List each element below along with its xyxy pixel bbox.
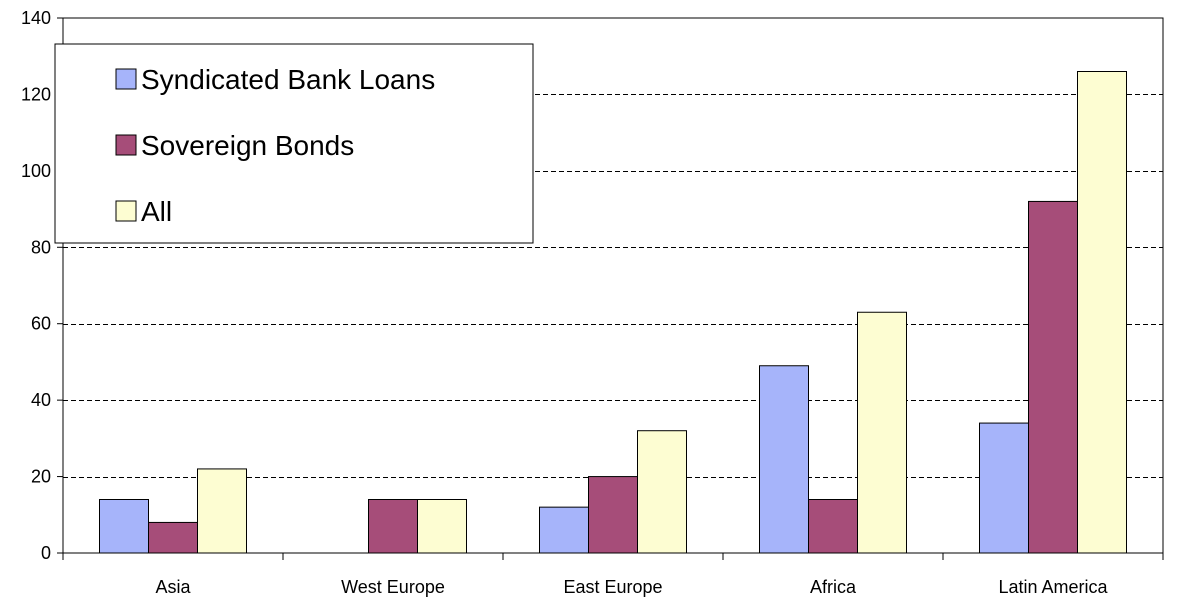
bar-africa-syndicated-bank-loans <box>759 365 809 554</box>
y-tick-label-140: 140 <box>21 8 51 28</box>
bar-latin-america-all <box>1077 71 1127 554</box>
y-tick-label-100: 100 <box>21 161 51 181</box>
y-tick-label-120: 120 <box>21 84 51 104</box>
y-tick-label-20: 20 <box>31 467 51 487</box>
bar-west-europe-sovereign-bonds <box>368 499 418 554</box>
y-tick-label-60: 60 <box>31 314 51 334</box>
y-tick-labels: 0 20 40 60 80 100 120 140 <box>21 8 51 563</box>
bar-asia-sovereign-bonds <box>148 521 198 554</box>
x-tick-label-west-europe: West Europe <box>341 577 445 597</box>
legend: Syndicated Bank Loans Sovereign Bonds All <box>54 43 534 244</box>
legend-swatch-all <box>115 200 137 222</box>
bar-east-europe-sovereign-bonds <box>588 476 638 554</box>
x-tick-label-asia: Asia <box>155 577 191 597</box>
bar-east-europe-all <box>637 430 687 554</box>
x-tick-label-africa: Africa <box>810 577 857 597</box>
bars <box>99 71 1127 554</box>
bar-west-europe-all <box>417 499 467 554</box>
y-tick-label-40: 40 <box>31 390 51 410</box>
bar-africa-all <box>857 311 907 554</box>
legend-swatch-sovereign-bonds <box>115 134 137 156</box>
x-tick-label-east-europe: East Europe <box>563 577 662 597</box>
x-tick-labels: Asia West Europe East Europe Africa Latin Am… <box>155 577 1108 597</box>
bar-africa-sovereign-bonds <box>808 499 858 554</box>
y-tick-label-0: 0 <box>41 543 51 563</box>
bar-latin-america-sovereign-bonds <box>1028 200 1078 554</box>
legend-label-all: All <box>141 196 172 227</box>
legend-label-syndicated-bank-loans: Syndicated Bank Loans <box>141 64 435 95</box>
y-tick-label-80: 80 <box>31 237 51 257</box>
legend-swatch-syndicated-bank-loans <box>115 68 137 90</box>
bar-asia-all <box>197 468 247 554</box>
x-tick-label-latin-america: Latin America <box>998 577 1108 597</box>
legend-label-sovereign-bonds: Sovereign Bonds <box>141 130 354 161</box>
bar-asia-syndicated-bank-loans <box>99 499 149 554</box>
bar-latin-america-syndicated-bank-loans <box>979 422 1029 554</box>
bar-east-europe-syndicated-bank-loans <box>539 506 589 554</box>
